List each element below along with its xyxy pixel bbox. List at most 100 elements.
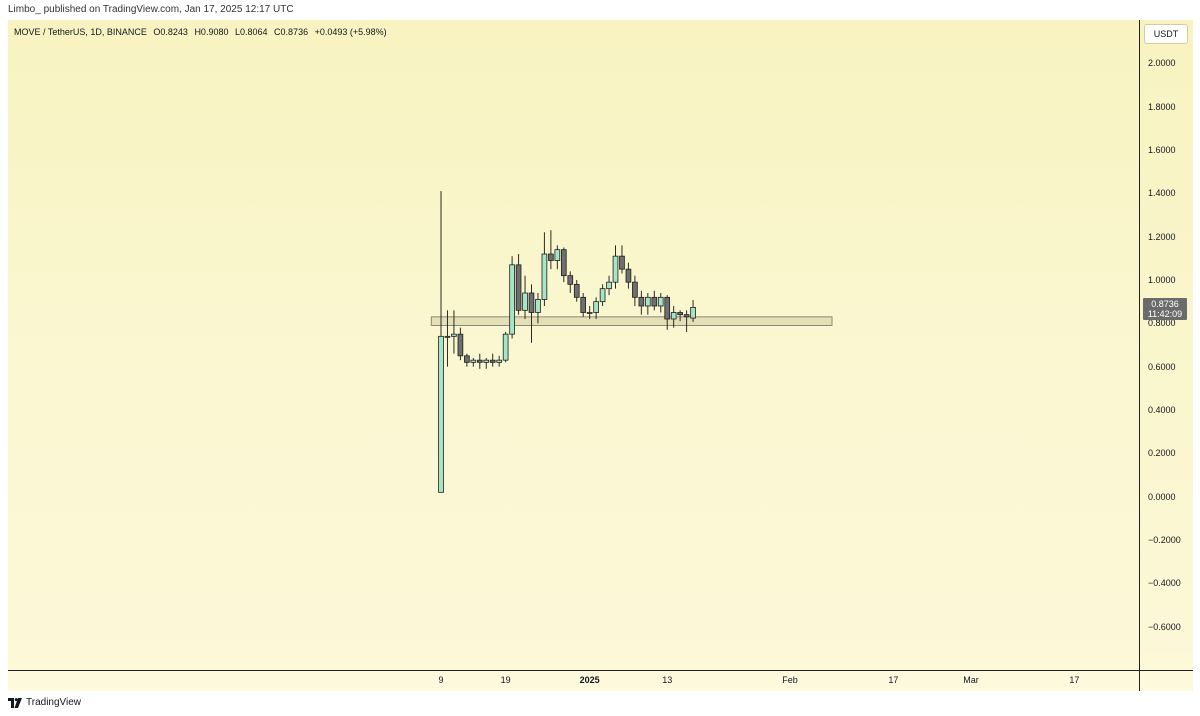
candle-body bbox=[638, 296, 645, 307]
candle-body bbox=[664, 296, 671, 320]
footer-brand[interactable]: TradingView bbox=[8, 697, 81, 708]
candle bbox=[593, 297, 599, 319]
symbol-legend: MOVE / TetherUS, 1D, BINANCE O0.8243 H0.… bbox=[14, 27, 391, 37]
candle-body bbox=[573, 283, 580, 298]
candle-body bbox=[580, 296, 587, 313]
candle-body bbox=[612, 255, 619, 283]
candle bbox=[690, 299, 696, 322]
y-tick-label: 1.4000 bbox=[1148, 188, 1176, 199]
legend-symbol: MOVE / TetherUS, 1D, BINANCE bbox=[14, 27, 147, 37]
candle-body bbox=[476, 359, 483, 363]
candle bbox=[657, 293, 664, 313]
candle-body bbox=[457, 333, 464, 357]
support-zone[interactable] bbox=[430, 316, 833, 327]
candle bbox=[573, 280, 580, 302]
candle-body bbox=[644, 296, 651, 307]
candle bbox=[567, 271, 574, 293]
candle-body bbox=[470, 359, 477, 363]
candle-body bbox=[438, 335, 444, 493]
candle-body bbox=[657, 296, 664, 307]
y-tick-label: −0.4000 bbox=[1148, 578, 1181, 589]
x-tick-label: 9 bbox=[438, 675, 444, 685]
candle bbox=[444, 310, 451, 367]
candle bbox=[638, 290, 645, 315]
publish-info: Limbo_ published on TradingView.com, Jan… bbox=[8, 4, 294, 15]
candle bbox=[677, 310, 683, 322]
candle bbox=[554, 245, 561, 270]
candle bbox=[535, 293, 541, 324]
y-tick-label: 1.8000 bbox=[1148, 101, 1176, 112]
candle-body bbox=[567, 275, 574, 285]
candle-body bbox=[632, 281, 638, 298]
y-tick-label: −0.2000 bbox=[1148, 535, 1181, 545]
footer-brand-label: TradingView bbox=[26, 697, 82, 708]
price-axis[interactable] bbox=[1139, 20, 1193, 670]
candle-body bbox=[451, 333, 457, 337]
x-tick-label: 17 bbox=[1069, 675, 1080, 685]
candle-body bbox=[444, 335, 451, 338]
candle bbox=[586, 306, 593, 319]
axis-corner bbox=[1139, 670, 1193, 691]
y-tick-label: 1.0000 bbox=[1148, 275, 1176, 285]
time-axis[interactable] bbox=[8, 670, 1139, 691]
y-tick-label: 1.6000 bbox=[1148, 145, 1176, 155]
candle bbox=[496, 355, 503, 367]
candle bbox=[476, 353, 483, 369]
candle-body bbox=[464, 355, 470, 363]
y-tick-label: 2.0000 bbox=[1148, 58, 1176, 69]
x-tick-label: Mar bbox=[963, 675, 979, 685]
x-tick-label: 2025 bbox=[579, 675, 600, 685]
candle-body bbox=[690, 306, 696, 319]
candle-body bbox=[483, 359, 490, 363]
candle-body bbox=[599, 288, 606, 303]
candle-body bbox=[522, 292, 528, 311]
chart-pane[interactable] bbox=[8, 20, 1139, 670]
candle-body bbox=[496, 359, 503, 363]
candle-body bbox=[502, 333, 509, 361]
currency-button[interactable]: USDT bbox=[1144, 24, 1188, 44]
legend-high: H0.9080 bbox=[194, 27, 229, 37]
y-tick-label: 0.8000 bbox=[1148, 318, 1176, 329]
candle-body bbox=[528, 292, 535, 313]
candle-body bbox=[586, 312, 593, 314]
candle bbox=[548, 230, 554, 270]
candle-body bbox=[548, 253, 554, 261]
candle bbox=[651, 290, 658, 311]
candle bbox=[664, 295, 671, 330]
candle bbox=[560, 247, 567, 283]
y-tick-label: 0.0000 bbox=[1148, 491, 1176, 502]
candle bbox=[612, 245, 619, 289]
candle-body bbox=[619, 255, 625, 270]
candle bbox=[683, 310, 690, 332]
bar-countdown: 11:42:09 bbox=[1147, 309, 1183, 320]
tradingview-logo-icon bbox=[8, 697, 22, 708]
candle-body bbox=[489, 359, 496, 363]
candle-body bbox=[515, 264, 522, 311]
last-price-badge: 0.8736 11:42:09 bbox=[1143, 298, 1187, 321]
candle bbox=[619, 245, 625, 274]
candle bbox=[528, 284, 535, 343]
legend-low: L0.8064 bbox=[234, 27, 268, 37]
y-tick-label: −0.6000 bbox=[1148, 621, 1181, 632]
candle bbox=[457, 327, 464, 361]
candle-body bbox=[651, 296, 658, 307]
candle-body bbox=[670, 312, 677, 320]
candle bbox=[451, 310, 457, 354]
candle-body bbox=[677, 312, 683, 316]
x-tick-label: 13 bbox=[662, 675, 673, 685]
candle bbox=[509, 256, 515, 339]
candle-body bbox=[554, 249, 561, 261]
legend-open: O0.8243 bbox=[153, 27, 188, 37]
candle bbox=[515, 254, 522, 315]
candle bbox=[502, 332, 509, 363]
candle bbox=[606, 275, 612, 296]
candle bbox=[438, 191, 444, 493]
x-tick-label: 17 bbox=[888, 675, 899, 685]
x-tick-label: Feb bbox=[782, 675, 798, 685]
candle-body bbox=[606, 281, 612, 290]
candle-body bbox=[509, 264, 515, 335]
candle-body bbox=[625, 268, 632, 283]
candle bbox=[625, 262, 632, 289]
candle bbox=[470, 358, 477, 367]
